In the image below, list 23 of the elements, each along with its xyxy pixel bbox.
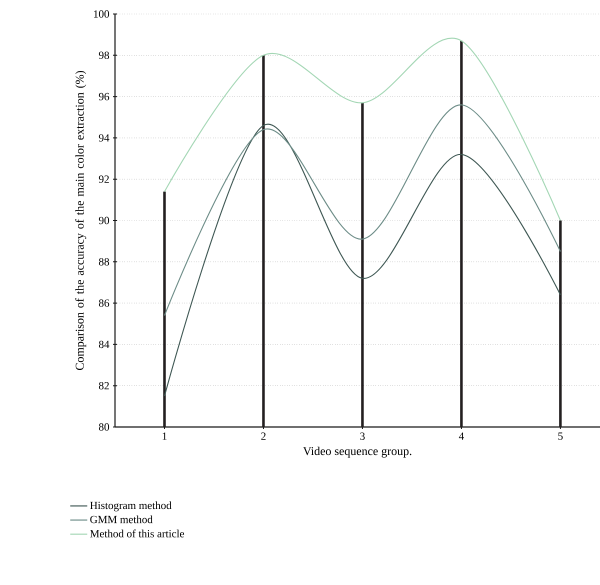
y-tick-label: 88 [98,258,110,266]
line-series [164,124,561,397]
x-tick-label: 5 [558,432,563,440]
y-tick-label: 80 [98,423,110,431]
y-tick-label: 90 [98,216,110,224]
y-tick-label: 98 [98,52,110,59]
y-tick-label: 84 [98,340,110,348]
y-tick-label: 94 [98,134,110,142]
legend-label: GMM method [90,515,153,524]
x-axis-title: Video sequence group. [303,446,412,458]
line-series [164,104,561,316]
y-tick-label: 100 [94,10,110,18]
x-tick-label: 2 [261,432,266,440]
y-tick-label: 82 [98,382,109,390]
x-tick-label: 4 [458,432,464,440]
y-tick-label: 86 [98,299,110,307]
legend-label: Method of this article [90,530,184,538]
y-tick-label: 92 [98,176,109,183]
legend-label: Histogram method [90,501,172,512]
x-tick-label: 1 [162,432,167,440]
y-tick-label: 96 [98,92,110,100]
x-tick-label: 3 [360,432,365,440]
y-axis-title: Comparison of the accuracy of the main color extraction (%) [75,70,86,370]
